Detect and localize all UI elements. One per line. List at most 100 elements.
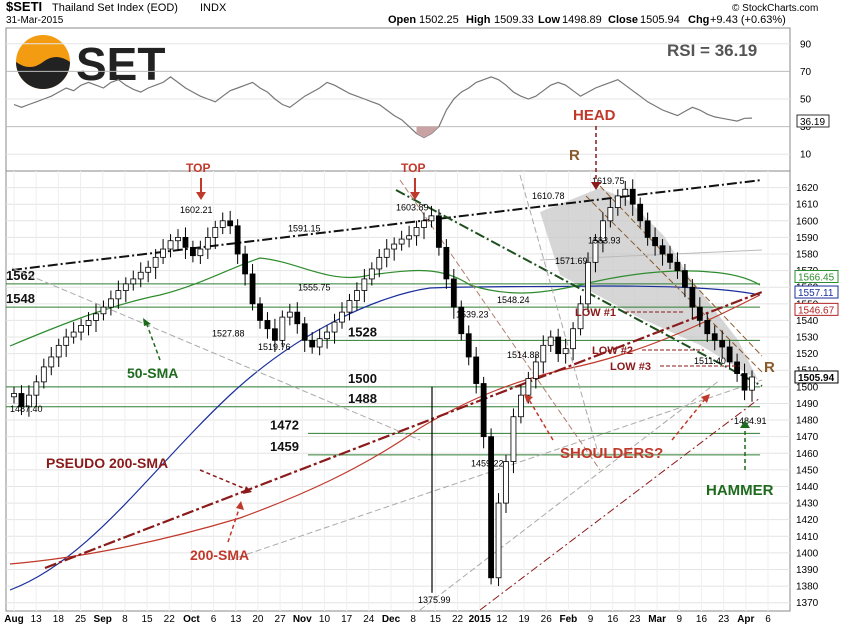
price-point-labels: 1487.40 1527.88 1519.76 1555.75 1591.15 1602.… (10, 176, 767, 605)
candle-body (488, 436, 494, 579)
candle-body (495, 502, 502, 579)
symbol-label: $SETI (6, 0, 42, 14)
candle-body (70, 331, 77, 338)
x-tick-label: 6 (765, 614, 771, 625)
rsi-tick-label: 30 (800, 122, 812, 133)
price-point-label: 1539.23 (456, 310, 489, 320)
r-right-label: R (764, 359, 775, 376)
candle-body (234, 225, 241, 255)
candle-body (204, 237, 211, 250)
candle-body (354, 290, 360, 301)
price-tick-label: 1500 (796, 382, 819, 393)
support-level-label: 1472 (270, 417, 299, 432)
fan-line-2 (419, 379, 721, 611)
candle-body (614, 195, 621, 208)
x-tick-label: 18 (53, 614, 65, 625)
candle-body (368, 268, 375, 280)
rsi-grid (6, 43, 790, 155)
price-tick-label: 1480 (796, 416, 819, 427)
candle-body (26, 394, 32, 408)
candle-body (458, 306, 465, 335)
price-point-label: 1511.40 (694, 356, 726, 366)
candlesticks (11, 179, 755, 593)
candle-body (167, 240, 174, 250)
candle-body (667, 253, 673, 263)
price-point-label: 1555.75 (298, 282, 331, 292)
candle-body (637, 203, 644, 222)
right-value-badge (794, 370, 839, 384)
candle-body (361, 278, 368, 291)
fan-line-1 (229, 379, 763, 561)
candle-body (644, 220, 651, 238)
price-tick-label: 1470 (796, 432, 819, 443)
x-tick-label: 8 (122, 614, 128, 625)
price-tick-label: 1610 (796, 200, 819, 211)
set-logo: SET (16, 35, 165, 90)
sma200-line (9, 294, 761, 565)
candle-body (592, 240, 599, 263)
candle-body (696, 306, 703, 321)
head-label: HEAD (573, 107, 616, 124)
right-badges: 1566.45 1557.11 1546.67 1505.94 (794, 270, 839, 384)
candle-body (607, 207, 614, 222)
candle-body (749, 376, 755, 391)
candle-body (570, 328, 576, 350)
candle-body (674, 261, 681, 272)
rsi-line (13, 76, 753, 139)
price-tick-label: 1590 (796, 233, 819, 244)
support-level-label: 1488 (348, 391, 377, 406)
candle-body (301, 323, 308, 341)
support-level-label: 1500 (348, 371, 377, 386)
support-level-label: 1548 (6, 291, 35, 306)
price-point-label: 1519.76 (258, 342, 291, 352)
price-point-label: 1375.99 (418, 595, 451, 605)
right-value-badge (794, 302, 839, 316)
candle-body (145, 266, 152, 273)
candle-body (577, 303, 584, 330)
x-tick-label: Mar (648, 614, 666, 625)
candle-body (719, 339, 726, 348)
hammer-arrow-icon (740, 420, 750, 428)
top2-arrow-icon (410, 192, 420, 200)
candle-body (622, 188, 629, 197)
candle-body (309, 339, 316, 348)
low1-label: LOW #1 (575, 307, 616, 319)
x-axis: Aug 13 18 25 Sep 8 15 22 Oct 6 13 20 27 Nov 10 17 24 Dec 8… (4, 614, 771, 625)
candle-body (600, 220, 606, 242)
low-label: Low (538, 14, 560, 26)
close-value: 1505.94 (640, 14, 680, 26)
price-panel-frame (5, 170, 791, 612)
high-value: 1509.33 (494, 14, 534, 26)
top1-arrow-icon (196, 192, 206, 200)
low-value: 1498.89 (562, 14, 602, 26)
candle-body (450, 278, 457, 308)
price-tick-label: 1390 (796, 565, 819, 576)
x-tick-label: Nov (293, 614, 312, 625)
candle-body (480, 383, 487, 438)
sma200-arrow-icon (236, 501, 244, 510)
price-tick-label: 1520 (796, 349, 819, 360)
top1-label: TOP (186, 161, 210, 175)
price-tick-label: 1600 (796, 216, 819, 227)
sma50-arrow-icon (143, 318, 151, 326)
price-tick-label: 1540 (796, 316, 819, 327)
fan-line-4 (519, 174, 601, 461)
candle-body (160, 248, 166, 258)
candle-body (78, 325, 84, 333)
candle-body (413, 227, 420, 237)
exchange-label: INDX (200, 2, 227, 14)
shoulders-arrow-right-icon (701, 394, 710, 403)
sma-blue-line (9, 285, 761, 591)
x-tick-label: Aug (4, 614, 23, 625)
candle-body (40, 366, 47, 383)
right-value-text: 1546.67 (798, 305, 835, 316)
x-tick-label: 20 (252, 614, 264, 625)
candle-body (585, 261, 591, 305)
price-point-label: 1619.75 (592, 176, 625, 186)
candle-body (659, 245, 666, 255)
x-tick-label: 22 (164, 614, 176, 625)
x-tick-label: 23 (718, 614, 730, 625)
price-tick-label: 1420 (796, 515, 819, 526)
price-point-label: 1548.24 (497, 295, 530, 305)
shoulders-arrow-left (527, 397, 554, 441)
